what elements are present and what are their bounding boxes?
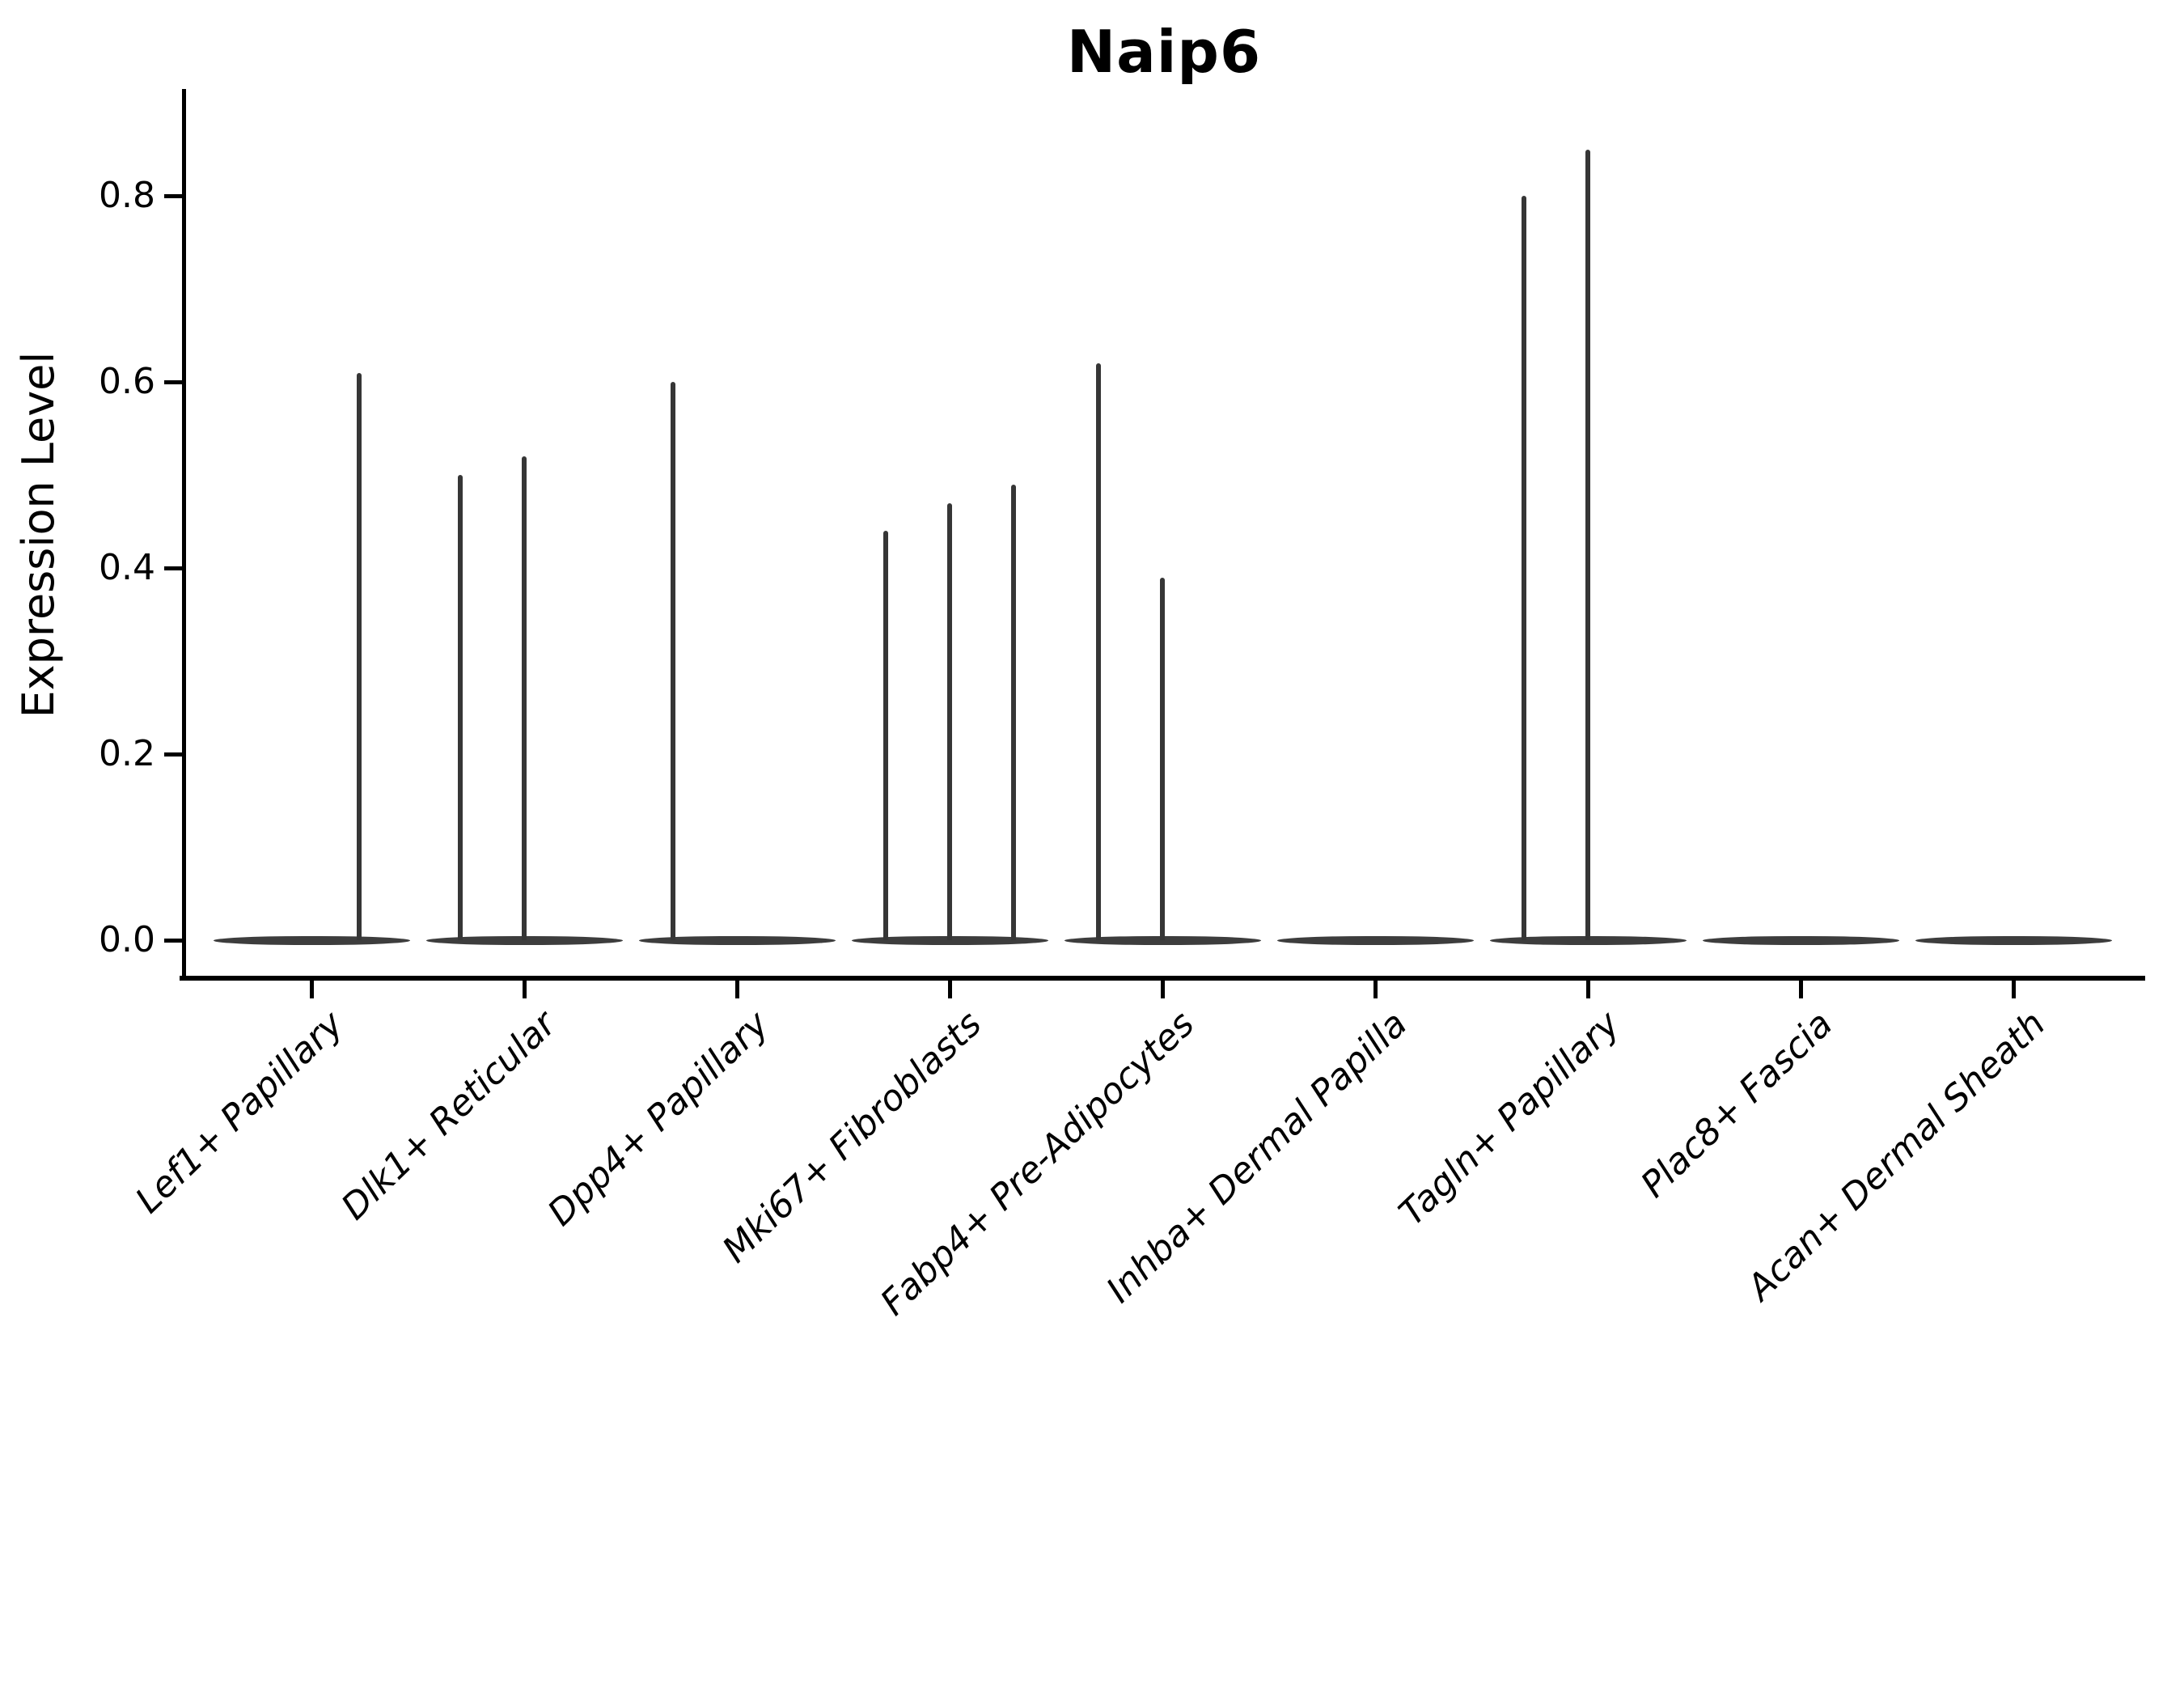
x-tick-mark bbox=[1373, 981, 1378, 998]
x-tick-label category-label: Plac8+ Fascia bbox=[1632, 1003, 1841, 1206]
violin-plot-figure: Naip6 Expression Level 0.0 0.2 0.4 0.6 0.8 Le… bbox=[13, 18, 2145, 1324]
x-tick-mark bbox=[1586, 981, 1590, 998]
expression-spike bbox=[1585, 149, 1590, 940]
x-tick-label category-label: Dlk1+ Reticular bbox=[333, 1003, 565, 1228]
violin-body bbox=[1276, 936, 1474, 945]
y-tick-label: 0.8 bbox=[99, 175, 155, 216]
x-tick-label category-label: Mki67+ Fibroblasts bbox=[714, 1003, 990, 1271]
chart-title: Naip6 bbox=[1066, 18, 1262, 86]
y-tick-label: 0.2 bbox=[99, 733, 155, 774]
violin-body bbox=[638, 936, 836, 945]
expression-spike bbox=[522, 456, 527, 940]
y-tick-mark bbox=[164, 194, 182, 198]
y-tick-mark bbox=[164, 752, 182, 757]
x-tick-label category-label: Dpp4+ Papillary bbox=[540, 1003, 777, 1235]
y-tick-label: 0.6 bbox=[99, 361, 155, 402]
expression-spike bbox=[357, 372, 362, 940]
x-axis-spine bbox=[180, 976, 2145, 981]
violin-body bbox=[1064, 936, 1261, 945]
expression-spike bbox=[1522, 196, 1526, 940]
y-tick-mark bbox=[164, 566, 182, 570]
y-tick-mark bbox=[164, 939, 182, 943]
x-tick-mark bbox=[523, 981, 527, 998]
x-tick-label category-label: Acan+ Dermal Sheath bbox=[1739, 1003, 2054, 1309]
y-tick-label: 0.0 bbox=[99, 919, 155, 960]
y-tick-mark bbox=[164, 380, 182, 384]
x-tick-mark bbox=[310, 981, 314, 998]
y-axis-spine bbox=[182, 89, 186, 980]
x-tick-mark bbox=[948, 981, 952, 998]
x-tick-label category-label: Tagln+ Papillary bbox=[1390, 1003, 1628, 1234]
violin-body bbox=[851, 936, 1048, 945]
y-tick-label: 0.4 bbox=[99, 547, 155, 588]
expression-spike bbox=[1160, 577, 1165, 940]
x-tick-mark bbox=[2012, 981, 2016, 998]
x-tick-mark bbox=[1161, 981, 1165, 998]
violin-body bbox=[1915, 936, 2112, 945]
violin-body bbox=[1489, 936, 1687, 945]
expression-spike bbox=[458, 475, 463, 940]
expression-spike bbox=[671, 382, 675, 940]
x-tick-label category-label: Fabp4+ Pre-Adipocytes bbox=[873, 1003, 1203, 1324]
expression-spike bbox=[1011, 484, 1016, 940]
y-axis-label: Expression Level bbox=[13, 351, 64, 718]
violin-body bbox=[213, 936, 410, 945]
x-tick-mark bbox=[1799, 981, 1803, 998]
violin-body bbox=[1702, 936, 1899, 945]
x-tick-label category-label: Inhba+ Dermal Papilla bbox=[1098, 1003, 1416, 1312]
expression-spike bbox=[947, 502, 952, 940]
x-tick-mark bbox=[735, 981, 739, 998]
expression-spike bbox=[1096, 363, 1101, 940]
expression-spike bbox=[883, 531, 888, 940]
violin-body bbox=[425, 936, 623, 945]
